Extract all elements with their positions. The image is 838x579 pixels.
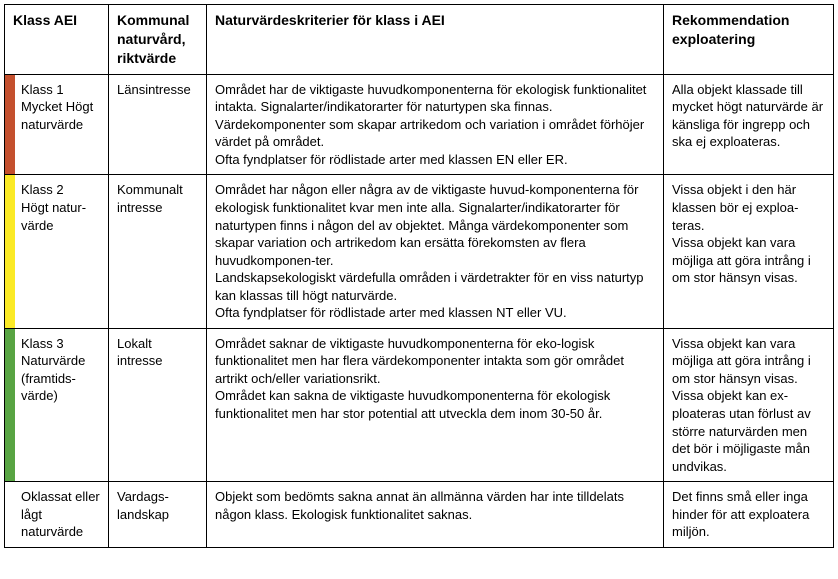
cell-kommunal: Länsintresse [109, 74, 207, 175]
header-rekommend: Rekommendation exploatering [664, 5, 834, 75]
cell-kriterier: Området har de viktigaste huvudkomponent… [207, 74, 664, 175]
cell-kommunal: Lokalt intresse [109, 328, 207, 481]
table-row: Klass 2Högt natur-värde Kommunalt intress… [5, 175, 834, 328]
class-color-band [5, 75, 15, 175]
class-color-band [5, 175, 15, 327]
cell-klass: Klass 3Naturvärde (framtids-värde) [5, 328, 109, 481]
cell-klass: Klass 2Högt natur-värde [5, 175, 109, 328]
header-kriterier: Naturvärdeskriterier för klass i AEI [207, 5, 664, 75]
cell-kriterier: Området har någon eller några av de vikt… [207, 175, 664, 328]
header-kommunal: Kommunal naturvård, riktvärde [109, 5, 207, 75]
class-color-band [5, 482, 15, 547]
cell-kommunal: Vardags-landskap [109, 482, 207, 548]
table-row: Klass 3Naturvärde (framtids-värde) Lokalt… [5, 328, 834, 481]
klass-label: Oklassat eller lågt naturvärde [21, 489, 100, 539]
aei-class-table: Klass AEI Kommunal naturvård, riktvärde … [4, 4, 834, 548]
table-row: Oklassat eller lågt naturvärdeVardags-la… [5, 482, 834, 548]
klass-label: Klass 3Naturvärde (framtids-värde) [21, 336, 85, 404]
klass-label: Klass 1Mycket Högt naturvärde [21, 82, 93, 132]
cell-kriterier: Området saknar de viktigaste huvudkompon… [207, 328, 664, 481]
cell-kommunal: Kommunalt intresse [109, 175, 207, 328]
klass-label: Klass 2Högt natur-värde [21, 182, 86, 232]
cell-rekommendation: Vissa objekt i den här klassen bör ej ex… [664, 175, 834, 328]
cell-rekommendation: Det finns små eller inga hinder för att … [664, 482, 834, 548]
cell-rekommendation: Vissa objekt kan vara möjliga att göra i… [664, 328, 834, 481]
cell-klass: Klass 1Mycket Högt naturvärde [5, 74, 109, 175]
cell-rekommendation: Alla objekt klassade till mycket högt na… [664, 74, 834, 175]
cell-kriterier: Objekt som bedömts sakna annat än allmän… [207, 482, 664, 548]
table-header-row: Klass AEI Kommunal naturvård, riktvärde … [5, 5, 834, 75]
header-klass: Klass AEI [5, 5, 109, 75]
table-row: Klass 1Mycket Högt naturvärde Länsintress… [5, 74, 834, 175]
class-color-band [5, 329, 15, 481]
cell-klass: Oklassat eller lågt naturvärde [5, 482, 109, 548]
